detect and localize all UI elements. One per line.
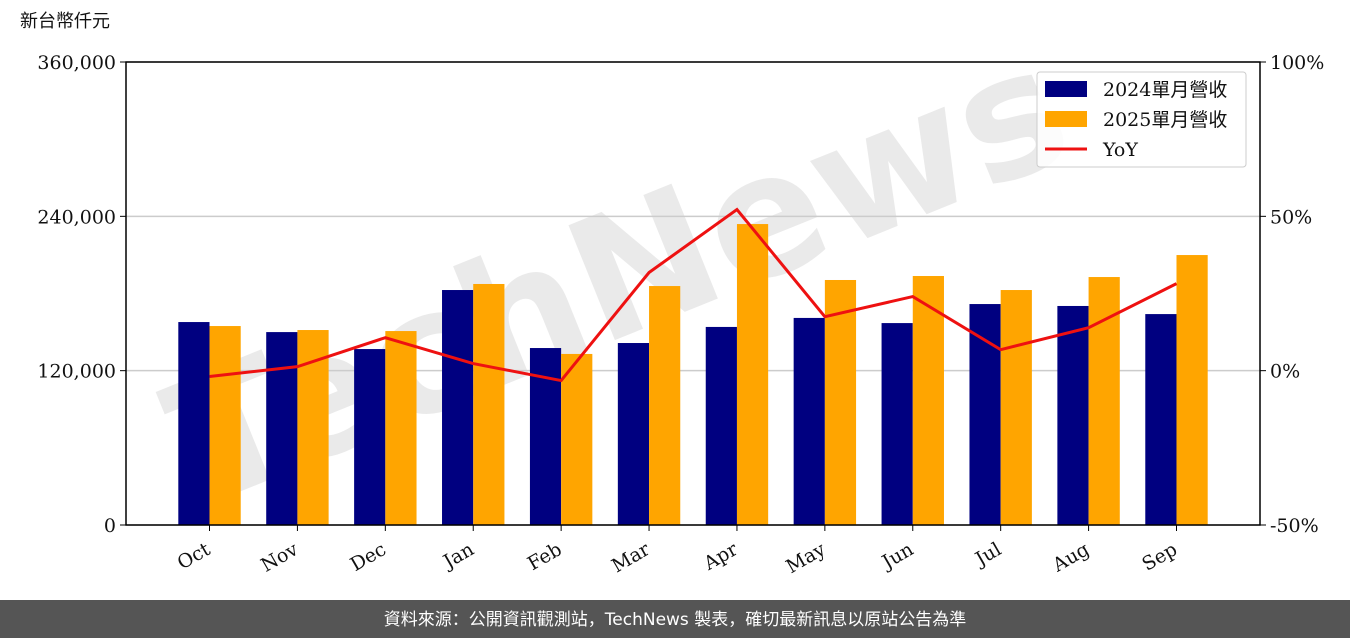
bar bbox=[1057, 305, 1089, 525]
legend-box bbox=[1036, 71, 1247, 168]
x-tick-label: Apr bbox=[699, 538, 742, 575]
bar bbox=[881, 323, 913, 525]
bar bbox=[617, 343, 650, 525]
y-tick-label: 240,000 bbox=[37, 206, 116, 228]
y-tick-label: 360,000 bbox=[37, 52, 116, 74]
y2-tick-label: 50% bbox=[1270, 206, 1312, 228]
x-tick-label: Jan bbox=[438, 538, 478, 574]
bar bbox=[1000, 290, 1032, 525]
footer-band bbox=[0, 600, 1350, 638]
bar bbox=[561, 353, 593, 525]
x-tick-label: Jun bbox=[877, 538, 918, 574]
y2-tick-label: 100% bbox=[1270, 52, 1324, 74]
x-tick-label: Sep bbox=[1138, 538, 1181, 575]
bar bbox=[824, 279, 857, 525]
y-axis-label: 新台幣仟元 bbox=[20, 11, 110, 32]
x-tick-label: Aug bbox=[1048, 538, 1093, 577]
bar bbox=[912, 276, 944, 525]
bar bbox=[736, 224, 769, 526]
legend-label: 2024單月營收 bbox=[1103, 79, 1227, 101]
plot-frame bbox=[125, 61, 1261, 526]
x-tick-label: May bbox=[782, 538, 829, 578]
yoy-line bbox=[209, 207, 1178, 383]
legend-label: 2025單月營收 bbox=[1103, 109, 1227, 131]
bar bbox=[705, 326, 737, 525]
bar bbox=[1145, 314, 1177, 525]
bar bbox=[209, 326, 241, 525]
y-tick-label: 0 bbox=[104, 515, 116, 537]
legend-swatch bbox=[1045, 111, 1087, 127]
x-tick-label: Mar bbox=[608, 538, 654, 577]
bar bbox=[442, 290, 474, 525]
x-tick-label: Jul bbox=[970, 538, 1005, 571]
x-tick-label: Oct bbox=[174, 538, 215, 574]
bar bbox=[385, 331, 417, 525]
y-tick-label: 120,000 bbox=[37, 361, 116, 383]
y2-tick-label: 0% bbox=[1270, 361, 1300, 383]
legend-label: YoY bbox=[1102, 139, 1138, 161]
legend-swatch bbox=[1045, 81, 1087, 97]
bar bbox=[793, 317, 825, 525]
x-tick-label: Feb bbox=[524, 538, 566, 575]
x-tick-label: Nov bbox=[257, 538, 302, 577]
bar bbox=[178, 322, 210, 525]
y2-tick-label: -50% bbox=[1270, 515, 1319, 537]
bar bbox=[354, 349, 386, 525]
bar bbox=[649, 286, 681, 525]
x-tick-label: Dec bbox=[347, 538, 390, 576]
bar bbox=[266, 332, 298, 525]
bar bbox=[1176, 255, 1208, 525]
bar bbox=[969, 304, 1001, 525]
bar bbox=[473, 283, 505, 525]
footer: 資料來源：公開資訊觀測站，TechNews 製表，確切最新訊息以原站公告為準 bbox=[384, 610, 966, 630]
